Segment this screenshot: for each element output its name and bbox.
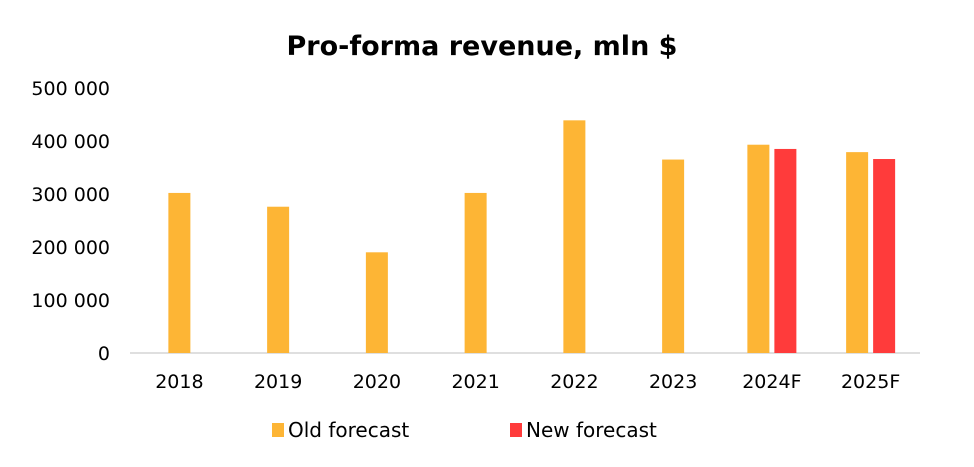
x-tick-label: 2018 — [155, 371, 203, 393]
bar-old-forecast-2018 — [168, 192, 191, 353]
legend: Old forecast New forecast — [272, 418, 657, 442]
bar-new-forecast-2025F — [873, 159, 896, 353]
x-tick-label: 2024F — [742, 371, 801, 393]
bar-old-forecast-2021 — [464, 192, 487, 353]
legend-label-new-forecast: New forecast — [526, 418, 657, 442]
bar-old-forecast-2025F — [846, 152, 869, 353]
x-axis-tick-labels: 2018 2019 2020 2021 2022 2023 2024F 2025F — [155, 371, 900, 393]
legend-swatch-old-forecast — [272, 423, 284, 437]
y-tick-label: 400 000 — [31, 131, 110, 153]
chart-title: Pro-forma revenue, mln $ — [287, 31, 678, 62]
bar-old-forecast-2020 — [365, 252, 388, 353]
y-tick-label: 500 000 — [31, 78, 110, 100]
y-tick-label: 300 000 — [31, 184, 110, 206]
x-tick-label: 2020 — [353, 371, 401, 393]
x-tick-label: 2021 — [451, 371, 499, 393]
bars — [168, 120, 896, 353]
bar-old-forecast-2023 — [662, 159, 685, 353]
legend-label-old-forecast: Old forecast — [288, 418, 409, 442]
y-tick-label: 100 000 — [31, 290, 110, 312]
bar-old-forecast-2019 — [267, 206, 290, 353]
bar-old-forecast-2024F — [747, 144, 770, 353]
x-tick-label: 2023 — [649, 371, 697, 393]
x-tick-label: 2022 — [550, 371, 598, 393]
y-tick-label: 200 000 — [31, 237, 110, 259]
bar-new-forecast-2024F — [774, 148, 797, 353]
x-tick-label: 2019 — [254, 371, 302, 393]
y-axis-tick-labels: 0 100 000 200 000 300 000 400 000 500 000 — [31, 78, 110, 365]
bar-old-forecast-2022 — [563, 120, 586, 353]
x-tick-label: 2025F — [841, 371, 900, 393]
y-tick-label: 0 — [98, 343, 110, 365]
legend-swatch-new-forecast — [510, 423, 522, 437]
